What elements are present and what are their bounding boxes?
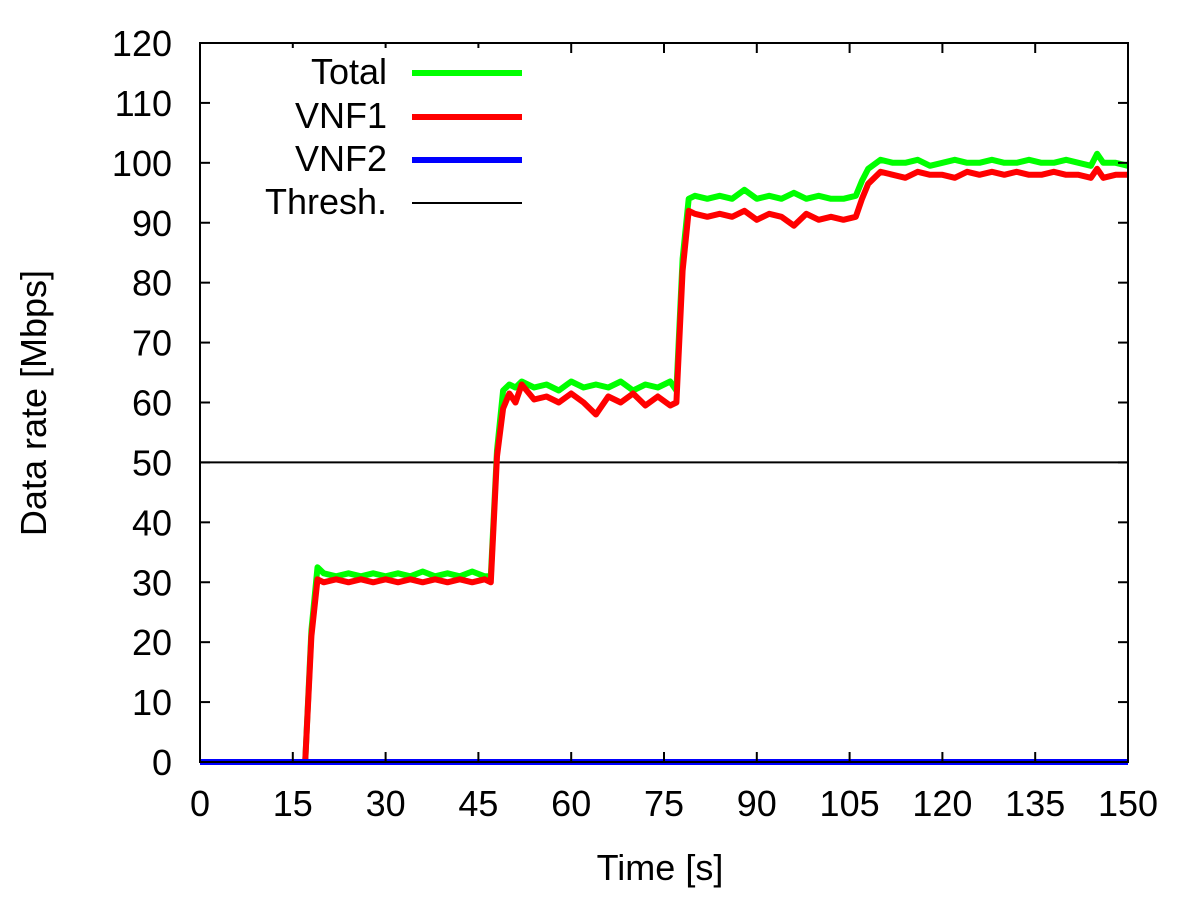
y-tick-label: 20 (132, 622, 172, 663)
x-tick-label: 15 (273, 783, 313, 824)
y-axis-title: Data rate [Mbps] (13, 270, 54, 536)
y-tick-label: 50 (132, 442, 172, 483)
y-tick-label: 90 (132, 203, 172, 244)
legend-label-vnf1: VNF1 (295, 95, 387, 136)
x-tick-label: 150 (1098, 783, 1158, 824)
legend: Total VNF1 VNF2 Thresh. (240, 48, 540, 228)
legend-label-threshold: Thresh. (265, 181, 387, 222)
y-tick-label: 40 (132, 502, 172, 543)
y-tick-label: 100 (112, 143, 172, 184)
x-tick-label: 75 (644, 783, 684, 824)
x-tick-label: 0 (190, 783, 210, 824)
y-tick-label: 10 (132, 682, 172, 723)
x-tick-label: 135 (1005, 783, 1065, 824)
y-tick-label: 30 (132, 562, 172, 603)
y-tick-label: 0 (152, 742, 172, 783)
series-line-vnf1 (200, 165, 1128, 765)
y-tick-label: 60 (132, 383, 172, 424)
x-tick-label: 30 (366, 783, 406, 824)
y-tick-label: 120 (112, 23, 172, 64)
series-lines-group (200, 150, 1129, 765)
legend-label-vnf2: VNF2 (295, 138, 387, 179)
y-tick-label: 70 (132, 323, 172, 364)
x-tick-label: 90 (737, 783, 777, 824)
x-tick-label: 120 (912, 783, 972, 824)
tick-labels-group: 0 15 30 45 60 75 90 105 120 135 150 0 10 20 30 40 50 60 70… (112, 23, 1158, 824)
x-tick-label: 60 (551, 783, 591, 824)
y-tick-label: 110 (115, 83, 172, 124)
series-line-total (200, 150, 1129, 765)
x-axis-title: Time [s] (597, 847, 724, 888)
x-tick-label: 45 (458, 783, 498, 824)
legend-background (240, 48, 540, 228)
x-tick-label: 105 (820, 783, 880, 824)
y-tick-label: 80 (132, 263, 172, 304)
legend-label-total: Total (311, 51, 387, 92)
